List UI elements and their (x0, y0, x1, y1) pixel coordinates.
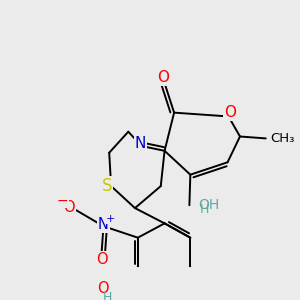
Text: H: H (200, 203, 209, 216)
Text: +: + (106, 214, 115, 224)
Text: O: O (158, 70, 169, 85)
Text: CH₃: CH₃ (270, 132, 294, 145)
Text: O: O (97, 281, 109, 296)
Text: S: S (102, 177, 112, 195)
Text: N: N (135, 136, 146, 151)
Text: −: − (57, 194, 68, 208)
Text: O: O (63, 200, 75, 215)
Text: O: O (224, 105, 236, 120)
Text: O: O (96, 252, 108, 267)
Text: H: H (102, 291, 112, 300)
Text: OH: OH (199, 198, 220, 212)
Text: N: N (98, 218, 109, 232)
